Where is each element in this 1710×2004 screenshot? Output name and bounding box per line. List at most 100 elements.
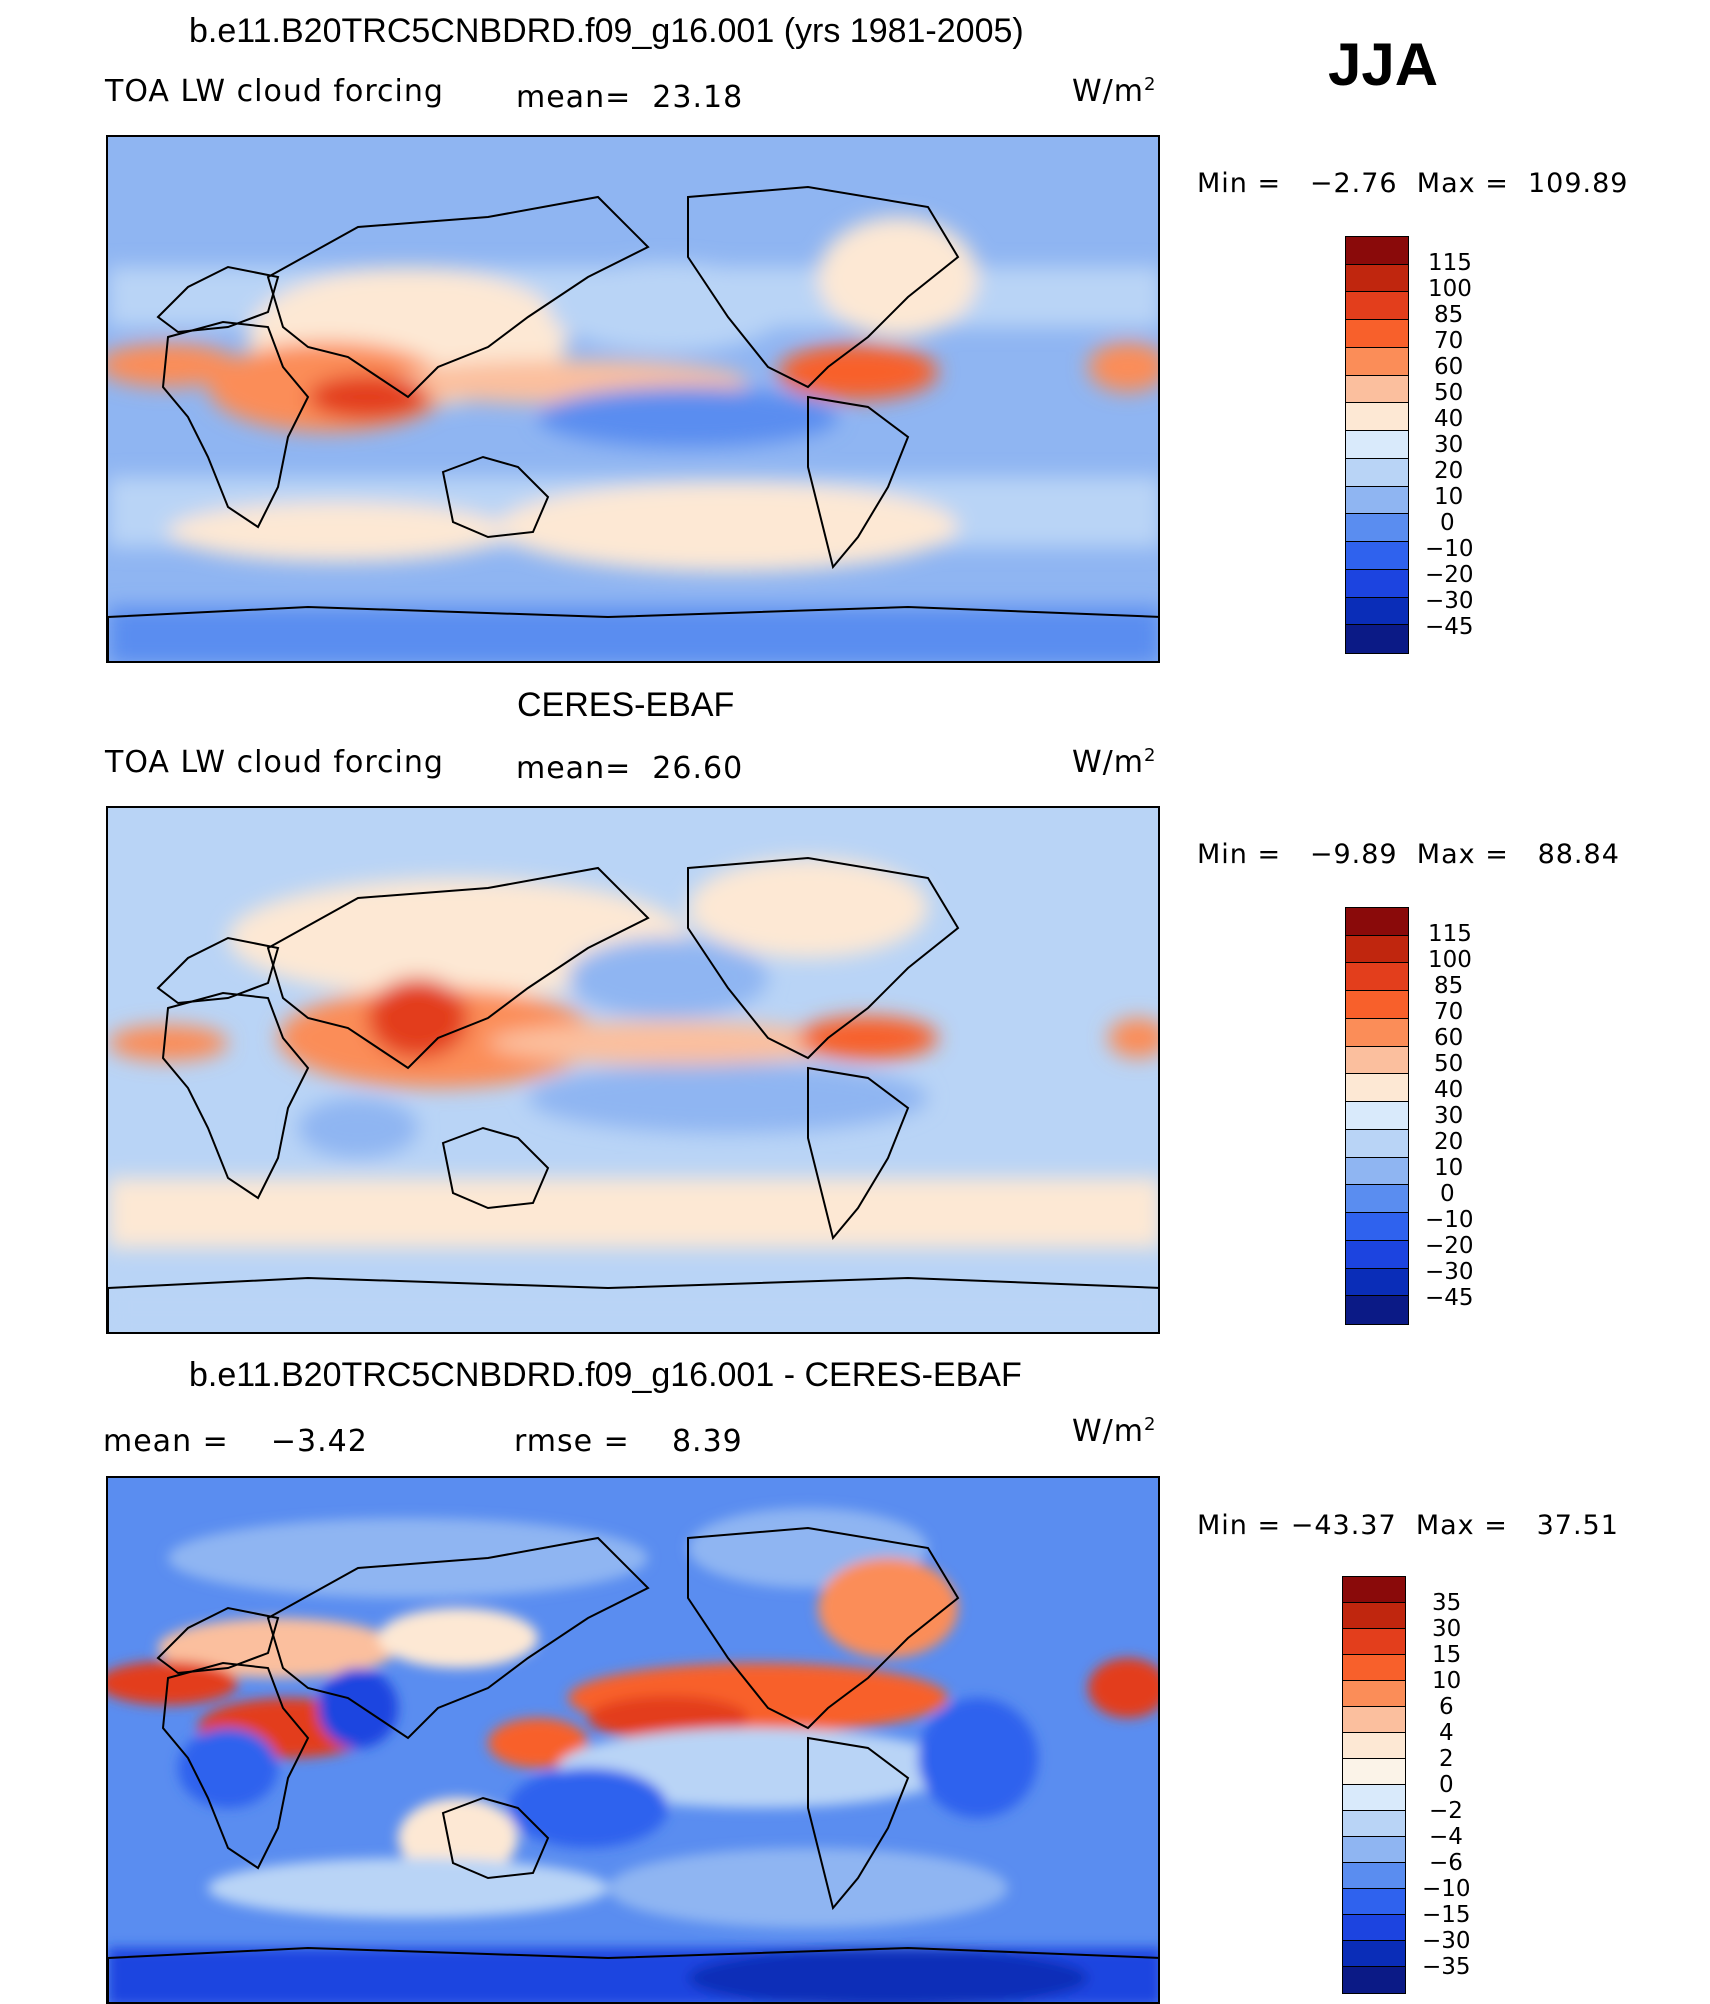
panel-2-units-exp: 2	[1144, 745, 1157, 766]
panel-3-map	[106, 1476, 1160, 2004]
panel-1-map-svg	[108, 137, 1158, 661]
panel-1-mean-label: mean= 23.18	[516, 80, 743, 115]
panel-3-mean-label: mean = −3.42	[103, 1424, 368, 1459]
panel-2-colorbar-swatch	[1346, 935, 1408, 964]
panel-3-tick: 2	[1439, 1746, 1454, 1772]
panel-2-tick: 30	[1434, 1103, 1464, 1129]
panel-3-colorbar-swatch	[1343, 1967, 1405, 1993]
panel-3-colorbar-swatch	[1343, 1785, 1405, 1811]
panel-2-title: CERES-EBAF	[517, 686, 735, 724]
panel-3-tick: 4	[1439, 1720, 1454, 1746]
panel-2-colorbar-swatch	[1346, 1213, 1408, 1241]
panel-2-colorbar-swatch	[1346, 963, 1408, 992]
panel-1-map	[106, 135, 1160, 663]
panel-3-colorbar-swatch	[1343, 1655, 1405, 1681]
panel-1-colorbar-swatch	[1346, 292, 1408, 321]
panel-3-tick: 0	[1439, 1772, 1454, 1798]
panel-3-colorbar-swatch	[1343, 1863, 1405, 1889]
panel-1-variable-label: TOA LW cloud forcing	[105, 74, 444, 109]
panel-3-tick: 35	[1432, 1590, 1462, 1616]
panel-3-colorbar-swatch	[1343, 1837, 1405, 1863]
panel-1-tick: 50	[1434, 380, 1464, 406]
panel-2-colorbar-swatch	[1346, 1296, 1408, 1325]
panel-1-colorbar-swatch	[1346, 320, 1408, 348]
panel-2-colorbar-swatch	[1346, 908, 1408, 936]
panel-3-colorbar-swatch	[1343, 1681, 1405, 1707]
panel-3-colorbar-swatch	[1343, 1603, 1405, 1629]
panel-3-rmse-label: rmse = 8.39	[514, 1424, 743, 1459]
panel-2-colorbar-swatch	[1346, 1240, 1408, 1269]
panel-3-tick: 6	[1439, 1694, 1454, 1720]
panel-1-colorbar-swatch	[1346, 347, 1408, 376]
panel-3-colorbar-swatch	[1343, 1915, 1405, 1941]
panel-3-colorbar	[1342, 1576, 1406, 1994]
panel-1-colorbar-swatch	[1346, 625, 1408, 654]
panel-2-colorbar-swatch	[1346, 1129, 1408, 1158]
panel-2-min-label: Min =	[1197, 839, 1282, 870]
panel-1-colorbar	[1345, 236, 1409, 654]
panel-3-map-svg	[108, 1478, 1158, 2002]
panel-1-tick: 115	[1428, 250, 1472, 276]
panel-1-mean-value: 23.18	[652, 80, 744, 115]
panel-1-colorbar-swatch	[1346, 486, 1408, 515]
panel-2-colorbar-swatch	[1346, 1046, 1408, 1075]
panel-3-max-label: Max =	[1415, 1510, 1508, 1541]
panel-2-colorbar-swatch	[1346, 1268, 1408, 1297]
panel-1-colorbar-swatch	[1346, 237, 1408, 265]
panel-3-tick: −10	[1422, 1876, 1471, 1902]
panel-3-tick: 10	[1432, 1668, 1462, 1694]
panel-2-tick: −20	[1425, 1233, 1474, 1259]
panel-1-tick: 85	[1434, 302, 1464, 328]
panel-2-colorbar	[1345, 907, 1409, 1325]
panel-2-tick: 100	[1428, 947, 1472, 973]
panel-2-colorbar-swatch	[1346, 1074, 1408, 1103]
panel-2-colorbar-swatch	[1346, 1102, 1408, 1130]
panel-1-tick: 60	[1434, 354, 1464, 380]
panel-1-colorbar-swatch	[1346, 569, 1408, 598]
season-label: JJA	[1328, 31, 1439, 98]
panel-3-colorbar-swatch	[1343, 1577, 1405, 1603]
panel-2-tick: 10	[1434, 1155, 1464, 1181]
panel-1-tick: 0	[1440, 510, 1455, 536]
panel-3-tick: 30	[1432, 1616, 1462, 1642]
panel-1-min-label: Min =	[1197, 168, 1282, 199]
panel-1-tick: −30	[1425, 588, 1474, 614]
panel-3-units: W/m2	[1072, 1414, 1156, 1449]
panel-2-min-value: −9.89	[1309, 839, 1398, 870]
panel-1-tick: 30	[1434, 432, 1464, 458]
panel-2-colorbar-swatch	[1346, 1018, 1408, 1047]
panel-3-tick: −15	[1422, 1902, 1471, 1928]
panel-2-colorbar-swatch	[1346, 1185, 1408, 1214]
panel-2-units-text: W/m	[1072, 745, 1144, 780]
panel-2-tick: 85	[1434, 973, 1464, 999]
panel-3-tick: −4	[1429, 1824, 1463, 1850]
panel-1-tick: 10	[1434, 484, 1464, 510]
panel-2-tick: 115	[1428, 921, 1472, 947]
panel-3-units-text: W/m	[1072, 1414, 1144, 1449]
panel-3-tick: −6	[1429, 1850, 1463, 1876]
panel-2-colorbar-swatch	[1346, 1157, 1408, 1186]
panel-1-max-label: Max =	[1416, 168, 1509, 199]
panel-2-colorbar-swatch	[1346, 991, 1408, 1019]
panel-3-units-exp: 2	[1144, 1414, 1157, 1435]
panel-1-colorbar-swatch	[1346, 597, 1408, 626]
panel-2-tick: −10	[1425, 1207, 1474, 1233]
panel-1-colorbar-swatch	[1346, 458, 1408, 487]
panel-1-units-exp: 2	[1144, 74, 1157, 95]
panel-1-colorbar-swatch	[1346, 514, 1408, 543]
panel-1-max-value: 109.89	[1528, 168, 1629, 199]
panel-2-mean-text: mean=	[516, 751, 632, 786]
panel-3-rmse-text: rmse =	[514, 1424, 630, 1459]
panel-1-tick: 100	[1428, 276, 1472, 302]
panel-1-colorbar-swatch	[1346, 431, 1408, 459]
panel-2-mean-value: 26.60	[652, 751, 744, 786]
panel-1-tick: 70	[1434, 328, 1464, 354]
panel-1-colorbar-swatch	[1346, 403, 1408, 432]
panel-3-tick: −35	[1422, 1954, 1471, 1980]
panel-2-variable-label: TOA LW cloud forcing	[105, 745, 444, 780]
panel-3-mean-text: mean =	[103, 1424, 229, 1459]
panel-2-tick: 70	[1434, 999, 1464, 1025]
panel-3-colorbar-swatch	[1343, 1759, 1405, 1785]
panel-3-minmax: Min = −43.37 Max = 37.51	[1197, 1510, 1619, 1541]
panel-1-colorbar-swatch	[1346, 264, 1408, 293]
